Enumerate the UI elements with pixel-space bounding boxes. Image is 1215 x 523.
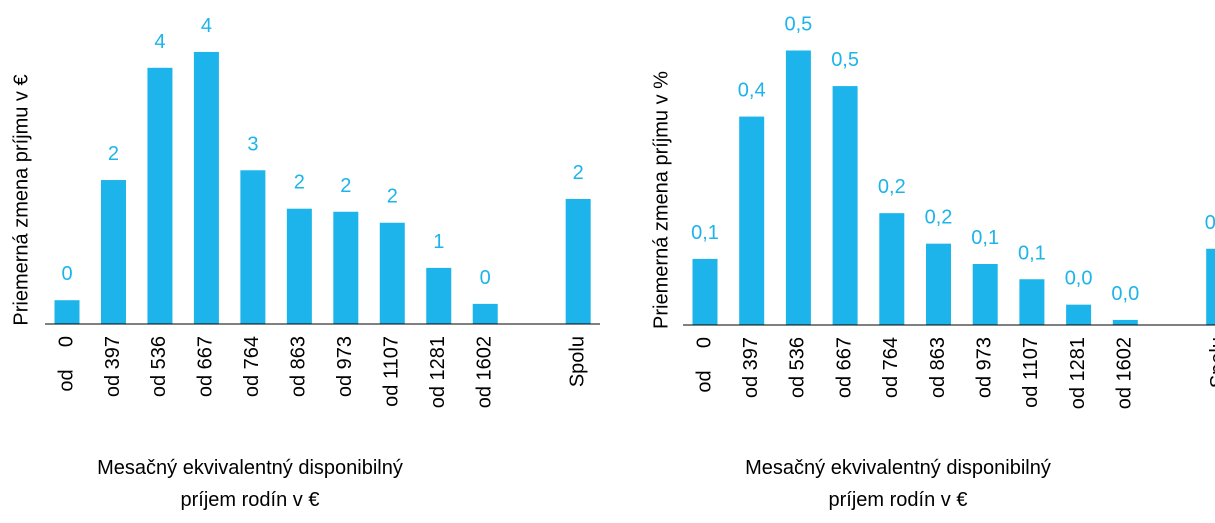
x-tick-label: od 397 — [740, 337, 762, 398]
data-label: 2 — [294, 172, 305, 194]
x-axis-label: príjem rodín v € — [181, 489, 320, 511]
x-tick-label: od 764 — [241, 336, 263, 397]
bar — [426, 267, 452, 324]
data-label: 2 — [387, 186, 398, 208]
bar — [1112, 319, 1138, 325]
data-label: 0,1 — [691, 222, 719, 244]
data-label: 4 — [201, 15, 212, 37]
x-tick-label: od 536 — [787, 337, 809, 398]
bar — [100, 180, 126, 324]
x-tick-label: od 667 — [195, 336, 217, 397]
x-axis-label: Mesačný ekvivalentný disponibilný — [97, 457, 403, 479]
data-label: 0,1 — [1018, 242, 1046, 264]
data-label: 0,4 — [738, 80, 766, 102]
x-tick-label: od 1281 — [427, 336, 449, 408]
x-tick-label: od 1281 — [1067, 337, 1089, 409]
bar — [926, 243, 951, 325]
x-tick-label: Spolu — [1207, 337, 1215, 388]
data-label: 0,5 — [831, 49, 859, 71]
x-tick-label: od 863 — [288, 336, 310, 397]
x-tick-label: od 1602 — [474, 336, 496, 408]
x-tick-label: od 1107 — [1020, 337, 1042, 408]
bar — [286, 208, 312, 324]
bar — [832, 86, 858, 325]
data-label: 2 — [340, 175, 351, 197]
x-tick-label: od 536 — [148, 336, 170, 397]
data-label: 0,1 — [1205, 212, 1215, 234]
bar — [147, 67, 173, 325]
bar — [193, 51, 219, 324]
bar — [333, 211, 359, 324]
x-tick-label: od 973 — [973, 337, 995, 398]
data-label: 0 — [61, 263, 72, 285]
bar — [240, 170, 266, 324]
x-tick-label: od 863 — [927, 337, 949, 398]
data-label: 3 — [247, 133, 258, 155]
x-axis-label: príjem rodín v € — [829, 489, 968, 511]
bar — [739, 116, 765, 325]
bar — [1066, 304, 1092, 325]
bar — [472, 303, 498, 324]
data-label: 0,0 — [1111, 283, 1139, 305]
bar — [1019, 279, 1045, 325]
data-label: 0 — [480, 267, 491, 289]
data-label: 0,1 — [971, 227, 999, 249]
y-axis-label: Priemerná zmena príjmu v € — [10, 74, 32, 325]
bar — [379, 222, 405, 324]
x-tick-label: od 1602 — [1114, 337, 1136, 409]
x-axis-label: Mesačný ekvivalentný disponibilný — [745, 457, 1051, 479]
bar — [972, 264, 998, 325]
data-label: 0,5 — [784, 14, 812, 36]
data-label: 0,2 — [878, 176, 906, 198]
x-tick-label: od 0 — [693, 337, 715, 393]
data-label: 1 — [433, 231, 444, 253]
x-tick-label: od 1107 — [381, 336, 403, 407]
bar — [879, 213, 905, 325]
bar — [54, 300, 80, 324]
data-label: 0,2 — [925, 207, 953, 229]
data-label: 2 — [108, 143, 119, 165]
x-tick-label: od 397 — [102, 336, 124, 397]
bar — [1206, 248, 1215, 325]
bar — [565, 198, 591, 324]
data-label: 2 — [573, 162, 584, 184]
x-tick-label: od 667 — [833, 337, 855, 398]
bar — [692, 258, 718, 325]
y-axis-label: Priemerná zmena príjmu v % — [650, 71, 672, 329]
data-label: 4 — [154, 31, 165, 53]
data-label: 0,0 — [1065, 268, 1093, 290]
x-tick-label: od 0 — [55, 336, 77, 392]
bar — [785, 50, 811, 325]
x-tick-label: Spolu — [566, 336, 588, 387]
x-tick-label: od 764 — [880, 337, 902, 398]
x-tick-label: od 973 — [334, 336, 356, 397]
